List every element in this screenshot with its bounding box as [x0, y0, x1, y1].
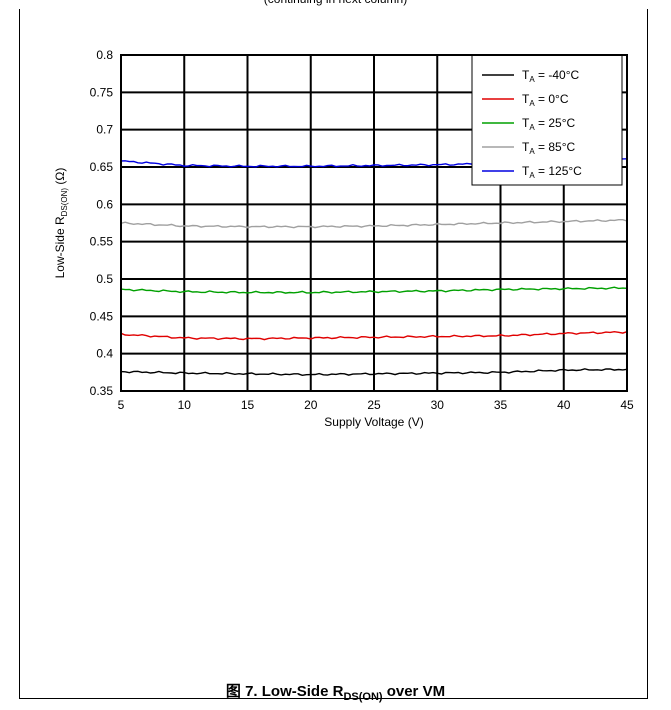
data-point — [183, 164, 186, 167]
y-tick-label: 0.6 — [96, 197, 113, 211]
x-axis-label: Supply Voltage (V) — [324, 415, 423, 429]
data-point — [436, 335, 439, 338]
x-tick-label: 25 — [367, 398, 381, 412]
y-axis-label-subscript: DS(ON) — [60, 188, 69, 217]
x-tick-label: 20 — [304, 398, 318, 412]
data-point — [246, 165, 249, 168]
x-tick-label: 35 — [494, 398, 508, 412]
data-point — [373, 290, 375, 293]
figure-frame — [19, 9, 648, 699]
data-point — [246, 291, 249, 294]
legend-entry-subscript: A — [529, 75, 535, 84]
data-point — [562, 332, 565, 335]
data-point — [436, 163, 439, 166]
data-point — [183, 337, 186, 339]
data-point — [183, 372, 186, 374]
data-point — [499, 288, 502, 291]
y-tick-label: 0.45 — [90, 309, 114, 323]
legend-entry-subscript: A — [529, 123, 535, 132]
legend-entry-subscript: A — [529, 171, 535, 180]
x-tick-label: 15 — [241, 398, 255, 412]
data-point — [246, 225, 249, 228]
data-point — [373, 225, 375, 227]
data-point — [436, 290, 439, 292]
legend-entry-value: = 125°C — [535, 164, 582, 178]
y-tick-label: 0.7 — [96, 123, 113, 137]
data-point — [499, 222, 502, 224]
figure-caption: 图 7. Low-Side RDS(ON) over VM — [0, 680, 671, 703]
legend-entry-symbol: T — [522, 92, 530, 106]
y-axis-label-main: Low-Side R — [53, 216, 67, 278]
data-point — [562, 369, 565, 371]
y-axis-label-unit: (Ω) — [53, 168, 67, 188]
x-tick-label: 5 — [118, 398, 125, 412]
legend-entry: TA = -40°C — [522, 68, 580, 84]
y-tick-label: 0.35 — [90, 384, 114, 398]
data-point — [246, 373, 249, 375]
data-point — [373, 336, 375, 339]
top-caption: (continuing in next column) — [0, 0, 671, 8]
legend-entry-symbol: T — [522, 140, 530, 154]
legend-entry: TA = 85°C — [522, 140, 576, 156]
legend-entry-value: = 25°C — [535, 116, 576, 130]
data-point — [183, 290, 186, 293]
legend-entry-value: = 0°C — [535, 92, 569, 106]
plot-border — [120, 54, 628, 392]
x-tick-label: 45 — [620, 398, 634, 412]
y-tick-label: 0.8 — [96, 48, 113, 62]
y-tick-label: 0.65 — [90, 160, 114, 174]
data-point — [309, 165, 312, 168]
legend-entry-subscript: A — [529, 147, 535, 156]
data-point — [562, 220, 565, 223]
data-point — [183, 225, 186, 227]
x-tick-label: 10 — [178, 398, 192, 412]
legend-entry-symbol: T — [522, 116, 530, 130]
legend-entry: TA = 0°C — [522, 92, 569, 108]
data-point — [309, 225, 312, 228]
y-axis-label: Low-Side RDS(ON) (Ω) — [53, 168, 69, 279]
data-point — [436, 372, 439, 374]
legend-entry-subscript: A — [529, 99, 535, 108]
data-point — [499, 371, 502, 374]
data-point — [309, 337, 312, 339]
data-point — [373, 164, 375, 167]
figure-caption-subscript: DS(ON) — [343, 691, 383, 703]
data-point — [309, 373, 312, 376]
y-tick-label: 0.55 — [90, 235, 114, 249]
y-tick-label: 0.5 — [96, 272, 113, 286]
data-point — [436, 223, 439, 226]
x-tick-label: 30 — [431, 398, 445, 412]
legend-entry-value: = -40°C — [535, 68, 580, 82]
legend-entry: TA = 125°C — [522, 164, 582, 180]
legend-box — [471, 54, 623, 186]
legend-entry-symbol: T — [522, 164, 530, 178]
data-point — [246, 337, 249, 340]
y-tick-label: 0.4 — [96, 347, 113, 361]
data-point — [562, 287, 565, 290]
data-point — [373, 373, 375, 375]
data-point — [499, 334, 502, 337]
data-point — [309, 291, 312, 294]
legend-entry: TA = 25°C — [522, 116, 576, 132]
legend-entry-value: = 85°C — [535, 140, 576, 154]
figure-caption-suffix: over VM — [382, 683, 446, 700]
x-tick-label: 40 — [557, 398, 571, 412]
figure-caption-prefix: 图 7. Low-Side R — [225, 683, 344, 700]
y-tick-label: 0.75 — [90, 85, 114, 99]
legend-entry-symbol: T — [522, 68, 530, 82]
